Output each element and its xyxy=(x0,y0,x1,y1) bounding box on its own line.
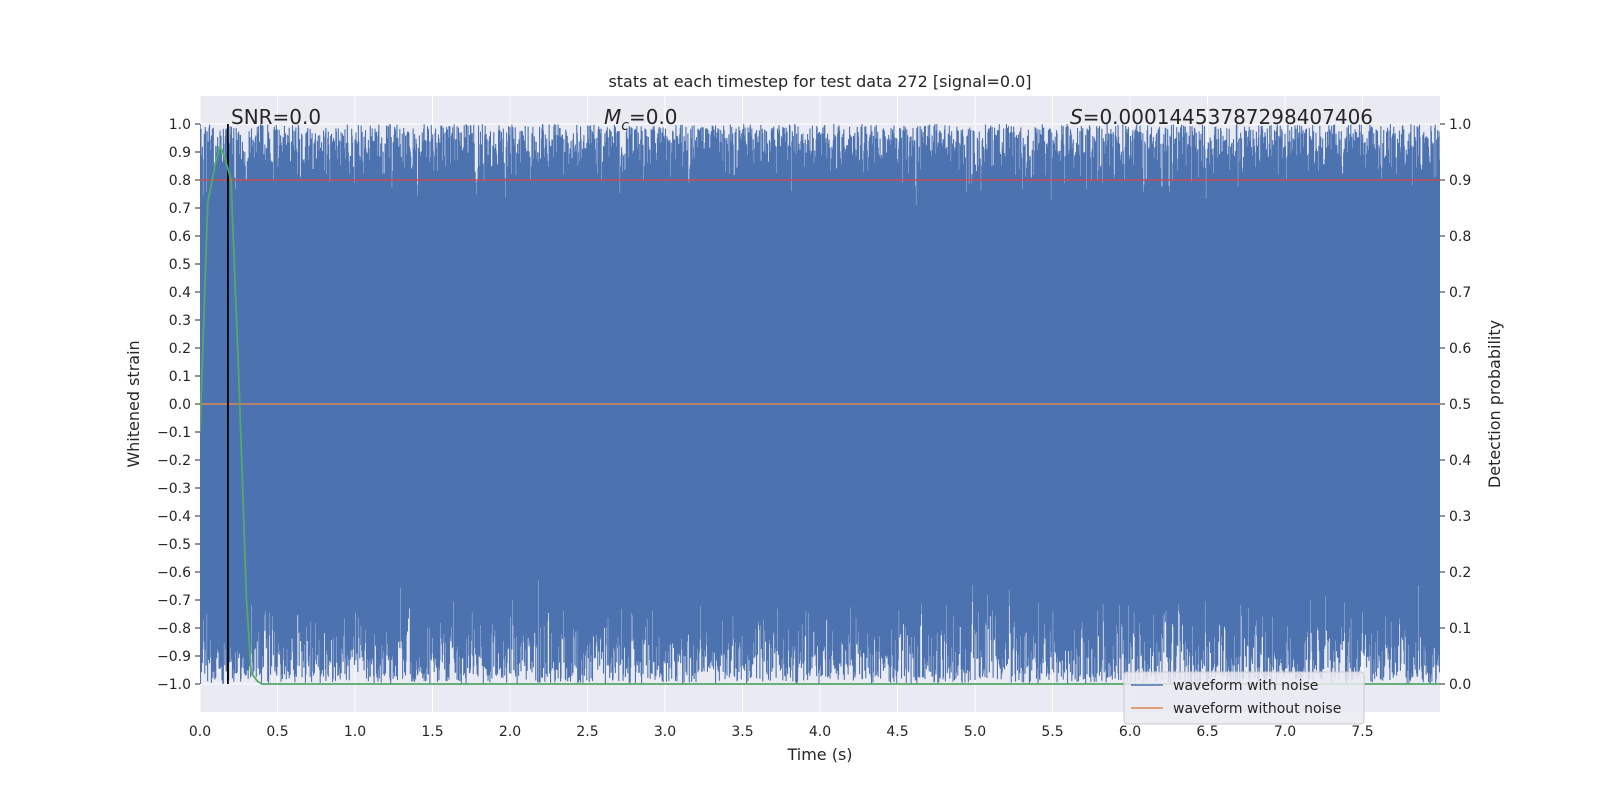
y-left-tick-label: 0.9 xyxy=(169,145,191,161)
x-axis-label: Time (s) xyxy=(786,745,852,764)
x-tick-label: 4.0 xyxy=(809,724,831,740)
x-tick-label: 7.5 xyxy=(1351,724,1373,740)
detection-probability-line xyxy=(200,143,1440,685)
x-tick-label: 7.0 xyxy=(1274,724,1296,740)
y-right-tick-label: 0.5 xyxy=(1449,397,1471,413)
y-left-tick-labels: 1.0 0.9 0.8 0.7 0.6 0.5 0.4 0.3 0.2 0.1 0.0 −0.1 −0.… xyxy=(157,117,200,693)
y-right-tick-label: 0.9 xyxy=(1449,173,1471,189)
x-tick-label: 6.0 xyxy=(1119,724,1141,740)
y-left-tick-label: 0.2 xyxy=(169,341,191,357)
y-left-tick-label: −0.1 xyxy=(157,425,191,441)
y-left-tick-label: −0.7 xyxy=(157,593,191,609)
x-tick-label: 2.0 xyxy=(499,724,521,740)
legend: waveform with noise waveform without noi… xyxy=(1123,671,1365,725)
y-left-tick-label: −0.3 xyxy=(157,481,191,497)
snr-annotation: SNR=0.0 xyxy=(231,105,321,129)
y-left-tick-label: 0.1 xyxy=(169,369,191,385)
y-left-tick-label: 1.0 xyxy=(169,117,191,133)
legend-label-waveform-without-noise: waveform without noise xyxy=(1173,701,1341,717)
chirp-mass-subscript: c xyxy=(621,118,629,134)
y-right-tick-label: 1.0 xyxy=(1449,117,1471,133)
score-symbol: S xyxy=(1070,105,1083,129)
y-left-tick-label: −1.0 xyxy=(157,677,191,693)
y-right-tick-label: 0.2 xyxy=(1449,565,1471,581)
y-left-tick-label: 0.3 xyxy=(169,313,191,329)
y-left-tick-label: 0.0 xyxy=(169,397,191,413)
y-right-tick-label: 0.4 xyxy=(1449,453,1471,469)
x-tick-label: 3.5 xyxy=(731,724,753,740)
line-series-layer xyxy=(200,124,1440,685)
x-tick-label: 1.0 xyxy=(344,724,366,740)
y-left-tick-label: 0.7 xyxy=(169,201,191,217)
x-tick-label: 0.0 xyxy=(189,724,211,740)
y-left-tick-label: −0.8 xyxy=(157,621,191,637)
y-left-tick-label: −0.5 xyxy=(157,537,191,553)
y-axis-label-right: Detection probability xyxy=(1485,320,1504,488)
score-annotation: S=0.00014453787298407406 xyxy=(1070,105,1373,129)
x-tick-label: 5.0 xyxy=(964,724,986,740)
y-right-tick-labels: 1.0 0.9 0.8 0.7 0.6 0.5 0.4 0.3 0.2 0.1 0.0 xyxy=(1440,117,1471,693)
y-right-tick-label: 0.1 xyxy=(1449,621,1471,637)
x-tick-label: 4.5 xyxy=(886,724,908,740)
chirp-mass-value: =0.0 xyxy=(629,105,678,129)
x-tick-labels: 0.0 0.5 1.0 1.5 2.0 2.5 3.0 3.5 4.0 4.5 5.0 5.5 6.0 6… xyxy=(189,724,1374,740)
x-tick-label: 2.5 xyxy=(576,724,598,740)
legend-label-waveform-with-noise: waveform with noise xyxy=(1173,678,1318,694)
y-left-tick-label: −0.6 xyxy=(157,565,191,581)
y-right-tick-label: 0.7 xyxy=(1449,285,1471,301)
y-left-tick-label: −0.9 xyxy=(157,649,191,665)
x-tick-label: 6.5 xyxy=(1196,724,1218,740)
x-tick-label: 3.0 xyxy=(654,724,676,740)
x-tick-label: 5.5 xyxy=(1041,724,1063,740)
x-tick-label: 0.5 xyxy=(266,724,288,740)
y-axis-label-left: Whitened strain xyxy=(124,340,143,467)
chart-title: stats at each timestep for test data 272… xyxy=(608,72,1031,91)
y-left-tick-label: −0.2 xyxy=(157,453,191,469)
chirp-mass-symbol: M xyxy=(604,105,621,129)
y-left-tick-label: 0.6 xyxy=(169,229,191,245)
y-left-tick-label: 0.5 xyxy=(169,257,191,273)
y-left-tick-label: 0.4 xyxy=(169,285,191,301)
x-tick-label: 1.5 xyxy=(421,724,443,740)
legend-box xyxy=(1123,671,1365,725)
y-right-tick-label: 0.6 xyxy=(1449,341,1471,357)
chirp-mass-annotation: Mc=0.0 xyxy=(604,105,678,134)
waveform-with-noise-line xyxy=(200,124,1440,684)
score-value: =0.00014453787298407406 xyxy=(1083,105,1373,129)
y-right-tick-label: 0.0 xyxy=(1449,677,1471,693)
y-right-tick-label: 0.8 xyxy=(1449,229,1471,245)
y-left-tick-label: 0.8 xyxy=(169,173,191,189)
noise-series-waveform-with-noise xyxy=(200,124,1440,684)
y-left-tick-label: −0.4 xyxy=(157,509,191,525)
y-right-tick-label: 0.3 xyxy=(1449,509,1471,525)
